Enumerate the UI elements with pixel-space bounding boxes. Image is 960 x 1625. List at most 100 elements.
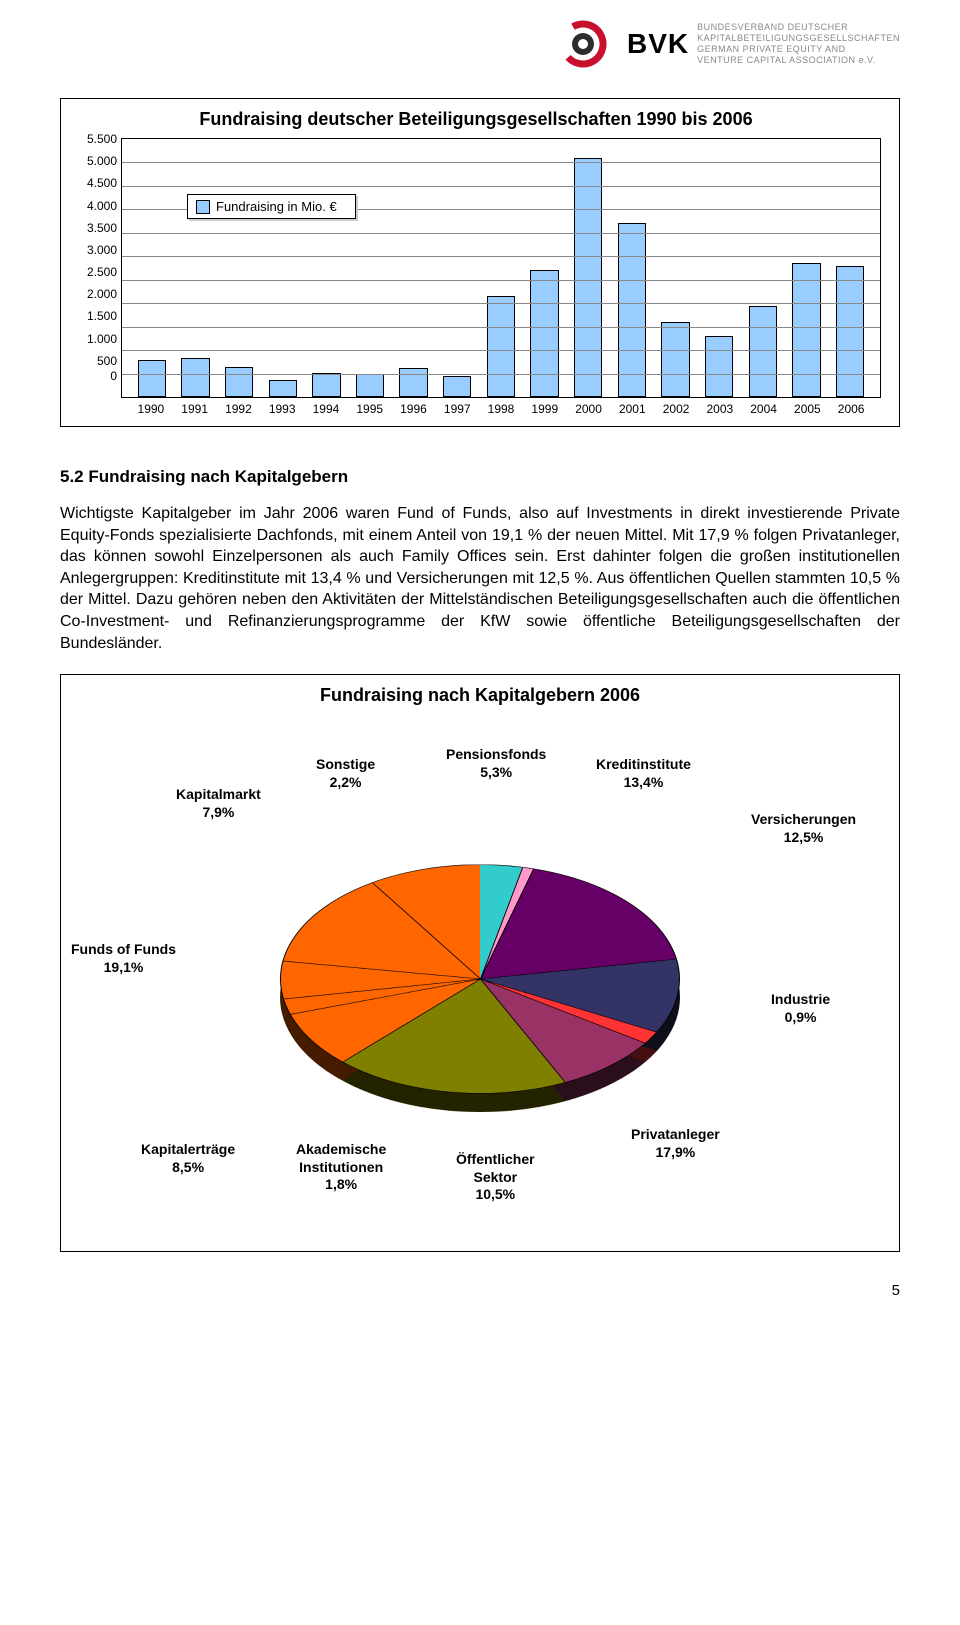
bar-slot xyxy=(261,139,305,397)
bar-2005 xyxy=(792,263,820,397)
bar-chart-area: Fundraising in Mio. € xyxy=(122,139,880,397)
pie-label-privatanleger: Privatanleger17,9% xyxy=(631,1126,720,1161)
y-tick: 5.500 xyxy=(72,132,117,146)
page-number: 5 xyxy=(60,1282,900,1299)
bar-2004 xyxy=(749,306,777,397)
pie-chart-title: Fundraising nach Kapitalgebern 2006 xyxy=(71,685,889,706)
bar-1998 xyxy=(487,296,515,397)
bar-slot xyxy=(174,139,218,397)
pie-divider xyxy=(283,961,481,980)
x-tick: 2000 xyxy=(567,402,611,416)
bar-2006 xyxy=(836,266,864,397)
gridline xyxy=(122,350,880,351)
bar-slot xyxy=(697,139,741,397)
y-tick: 2.000 xyxy=(72,287,117,301)
y-tick: 1.000 xyxy=(72,332,117,346)
pie-label-kapitalertr-ge: Kapitalerträge8,5% xyxy=(141,1141,235,1176)
pie-chart-area: Kapitalmarkt7,9% Sonstige2,2% Pensionsfond… xyxy=(71,721,889,1221)
y-tick: 1.500 xyxy=(72,309,117,323)
pie-chart-container: Fundraising nach Kapitalgebern 2006 Kapi… xyxy=(60,674,900,1252)
pie-label-pensionsfonds: Pensionsfonds5,3% xyxy=(446,746,546,781)
bar-slot xyxy=(828,139,872,397)
y-tick: 4.500 xyxy=(72,176,117,190)
x-tick: 2003 xyxy=(698,402,742,416)
bar-2000 xyxy=(574,158,602,397)
pie-divider xyxy=(480,979,658,1033)
bar-1999 xyxy=(530,270,558,397)
bar-2001 xyxy=(618,223,646,397)
gridline xyxy=(122,233,880,234)
pie-label-industrie: Industrie0,9% xyxy=(771,991,830,1026)
bar-1996 xyxy=(399,368,427,397)
y-tick: 5.000 xyxy=(72,154,117,168)
legend-swatch xyxy=(196,200,210,214)
bar-chart-title: Fundraising deutscher Beteiligungsgesell… xyxy=(71,109,881,130)
bar-1997 xyxy=(443,376,471,397)
pie-label-kreditinstitute: Kreditinstitute13,4% xyxy=(596,756,691,791)
bar-1993 xyxy=(269,380,297,397)
pie-label--ffentlicher-sektor: ÖffentlicherSektor10,5% xyxy=(456,1151,535,1204)
bar-chart-container: Fundraising deutscher Beteiligungsgesell… xyxy=(60,98,900,427)
bvk-logo: BVK BUNDESVERBAND DEUTSCHER KAPITALBETEI… xyxy=(559,20,900,68)
pie-divider xyxy=(480,867,523,979)
y-tick: 500 xyxy=(72,354,117,368)
gridline xyxy=(122,303,880,304)
bar-chart-x-axis: 1990199119921993199419951996199719981999… xyxy=(121,398,881,416)
pie-divider xyxy=(290,979,481,1015)
legend-label: Fundraising in Mio. € xyxy=(216,199,337,214)
gridline xyxy=(122,374,880,375)
gridline xyxy=(122,280,880,281)
x-tick: 2005 xyxy=(785,402,829,416)
bar-2003 xyxy=(705,336,733,397)
gridline xyxy=(122,256,880,257)
gridline xyxy=(122,162,880,163)
pie-label-kapitalmarkt: Kapitalmarkt7,9% xyxy=(176,786,261,821)
y-tick: 4.000 xyxy=(72,199,117,213)
bar-slot xyxy=(392,139,436,397)
pie-divider xyxy=(480,869,534,980)
x-tick: 1995 xyxy=(348,402,392,416)
pie-label-sonstige: Sonstige2,2% xyxy=(316,756,375,791)
bar-slot xyxy=(654,139,698,397)
x-tick: 2006 xyxy=(829,402,873,416)
bar-slot xyxy=(741,139,785,397)
logo-subtitle: BUNDESVERBAND DEUTSCHER KAPITALBETEILIGU… xyxy=(697,22,900,65)
pie-label-funds-of-funds: Funds of Funds19,1% xyxy=(71,941,176,976)
pie-label-akademische-institutionen: AkademischeInstitutionen1,8% xyxy=(296,1141,386,1194)
bar-chart-plot: 5.5005.0004.5004.0003.5003.0002.5002.000… xyxy=(121,138,881,398)
bar-slot xyxy=(479,139,523,397)
bar-slot xyxy=(217,139,261,397)
bar-2002 xyxy=(661,322,689,397)
gridline xyxy=(122,327,880,328)
page-header: BVK BUNDESVERBAND DEUTSCHER KAPITALBETEI… xyxy=(60,20,900,68)
logo-name: BVK xyxy=(627,28,689,60)
bar-slot xyxy=(130,139,174,397)
bar-slot xyxy=(435,139,479,397)
bar-chart-y-axis: 5.5005.0004.5004.0003.5003.0002.5002.000… xyxy=(72,139,117,397)
y-tick: 3.500 xyxy=(72,221,117,235)
pie-top xyxy=(280,864,680,1093)
x-tick: 2004 xyxy=(742,402,786,416)
bar-chart-bars xyxy=(122,139,880,397)
bar-chart-legend: Fundraising in Mio. € xyxy=(187,194,356,219)
y-tick: 2.500 xyxy=(72,265,117,279)
x-tick: 1991 xyxy=(173,402,217,416)
x-tick: 2002 xyxy=(654,402,698,416)
x-tick: 1990 xyxy=(129,402,173,416)
x-tick: 1998 xyxy=(479,402,523,416)
bar-1995 xyxy=(356,374,384,397)
bar-slot xyxy=(348,139,392,397)
x-tick: 1997 xyxy=(435,402,479,416)
x-tick: 2001 xyxy=(610,402,654,416)
bar-1992 xyxy=(225,367,253,397)
pie-divider xyxy=(480,979,646,1044)
bar-slot xyxy=(785,139,829,397)
y-tick: 0 xyxy=(72,369,117,383)
pie-divider xyxy=(480,959,677,980)
section-heading: 5.2 Fundraising nach Kapitalgebern xyxy=(60,467,900,487)
bvk-logo-mark xyxy=(559,20,619,68)
bar-slot xyxy=(305,139,349,397)
gridline xyxy=(122,186,880,187)
section-body: Wichtigste Kapitalgeber im Jahr 2006 war… xyxy=(60,503,900,654)
bar-1991 xyxy=(181,358,209,397)
